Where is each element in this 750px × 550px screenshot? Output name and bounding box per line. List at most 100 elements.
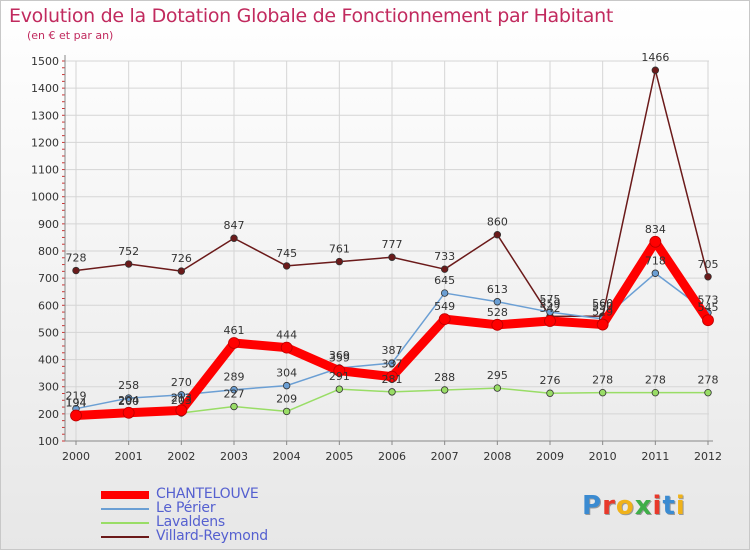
legend-label: CHANTELOUVE bbox=[156, 486, 259, 502]
data-label-lavaldens: 209 bbox=[276, 392, 297, 405]
data-label-le-p-rier: 718 bbox=[645, 254, 666, 267]
data-point-lavaldens bbox=[651, 388, 660, 397]
data-point-chantelouve bbox=[702, 314, 714, 327]
legend-swatch bbox=[101, 522, 149, 524]
data-point-lavaldens bbox=[704, 388, 712, 397]
y-tick-label: 1200 bbox=[31, 136, 59, 149]
data-label-le-p-rier: 289 bbox=[224, 371, 245, 384]
y-tick-label: 1500 bbox=[31, 55, 59, 68]
data-label-le-p-rier: 304 bbox=[276, 367, 297, 380]
data-label-villard-reymond: 761 bbox=[329, 243, 350, 256]
data-label-le-p-rier: 387 bbox=[382, 344, 403, 357]
data-label-chantelouve: 542 bbox=[540, 302, 561, 315]
data-label-villard-reymond: 559 bbox=[540, 297, 561, 310]
data-label-chantelouve: 204 bbox=[118, 394, 139, 407]
data-point-lavaldens bbox=[335, 385, 344, 393]
data-label-chantelouve: 213 bbox=[171, 391, 192, 404]
legend-label: Lavaldens bbox=[156, 514, 225, 530]
data-point-chantelouve bbox=[596, 318, 609, 331]
data-point-lavaldens bbox=[440, 386, 449, 394]
data-point-villard-reymond bbox=[651, 66, 660, 74]
logo-letter: t bbox=[662, 491, 676, 521]
logo-letter: i bbox=[652, 491, 663, 521]
data-label-lavaldens: 203 bbox=[171, 394, 192, 407]
data-label-chantelouve: 337 bbox=[382, 358, 403, 371]
data-point-villard-reymond bbox=[124, 260, 133, 268]
data-label-chantelouve: 549 bbox=[434, 300, 455, 313]
data-point-lavaldens bbox=[282, 407, 291, 416]
y-tick-label: 1100 bbox=[31, 164, 59, 177]
x-tick-label: 2009 bbox=[536, 450, 564, 463]
data-label-villard-reymond: 745 bbox=[276, 247, 297, 260]
data-label-chantelouve: 461 bbox=[224, 324, 245, 337]
y-tick-label: 700 bbox=[38, 272, 59, 285]
x-tick-label: 2010 bbox=[589, 450, 617, 463]
y-tick-label: 600 bbox=[38, 299, 59, 312]
data-point-villard-reymond bbox=[335, 257, 344, 266]
data-point-le-p-rier bbox=[651, 269, 660, 277]
legend-label: Le Périer bbox=[156, 500, 216, 516]
data-label-lavaldens: 276 bbox=[540, 374, 561, 387]
logo-letter: r bbox=[602, 491, 616, 521]
data-point-chantelouve bbox=[544, 315, 556, 327]
data-label-lavaldens: 291 bbox=[329, 370, 350, 383]
data-label-villard-reymond: 560 bbox=[592, 297, 613, 310]
data-label-chantelouve: 444 bbox=[276, 329, 297, 342]
data-label-le-p-rier: 258 bbox=[118, 379, 139, 392]
data-label-le-p-rier: 573 bbox=[698, 294, 719, 307]
data-label-villard-reymond: 726 bbox=[171, 252, 192, 265]
data-label-chantelouve: 528 bbox=[487, 306, 508, 319]
data-point-chantelouve bbox=[386, 370, 398, 383]
data-label-villard-reymond: 1466 bbox=[641, 51, 669, 64]
data-point-lavaldens bbox=[598, 388, 607, 397]
logo-letter: P bbox=[582, 491, 603, 521]
chart-subtitle: (en € et par an) bbox=[27, 29, 114, 42]
y-tick-label: 1400 bbox=[31, 82, 59, 95]
chart-title: Evolution de la Dotation Globale de Fonc… bbox=[9, 5, 614, 27]
data-point-villard-reymond bbox=[177, 267, 186, 275]
y-tick-label: 900 bbox=[38, 218, 59, 231]
legend-label: Villard-Reymond bbox=[156, 528, 268, 544]
data-point-le-p-rier bbox=[282, 381, 291, 390]
data-label-lavaldens: 281 bbox=[382, 373, 403, 386]
data-label-chantelouve: 834 bbox=[645, 223, 666, 236]
data-label-lavaldens: 295 bbox=[487, 369, 508, 382]
data-label-chantelouve: 194 bbox=[66, 396, 87, 409]
data-point-villard-reymond bbox=[230, 234, 238, 242]
data-point-lavaldens bbox=[388, 388, 396, 396]
y-tick-label: 1300 bbox=[31, 109, 59, 122]
data-point-le-p-rier bbox=[440, 289, 449, 297]
y-tick-label: 100 bbox=[38, 435, 59, 448]
data-point-villard-reymond bbox=[704, 273, 712, 281]
data-point-chantelouve bbox=[333, 364, 346, 377]
data-label-chantelouve: 529 bbox=[592, 306, 613, 319]
data-point-villard-reymond bbox=[440, 265, 449, 273]
data-label-chantelouve: 545 bbox=[698, 301, 719, 314]
legend-swatch bbox=[101, 536, 149, 538]
legend-swatch bbox=[101, 491, 149, 499]
data-point-chantelouve bbox=[122, 406, 135, 419]
data-label-chantelouve: 359 bbox=[329, 352, 350, 365]
data-label-villard-reymond: 728 bbox=[66, 252, 87, 265]
x-tick-label: 2011 bbox=[641, 450, 669, 463]
data-label-le-p-rier: 550 bbox=[592, 300, 613, 313]
data-label-le-p-rier: 575 bbox=[540, 293, 561, 306]
x-tick-label: 2012 bbox=[694, 450, 722, 463]
data-label-villard-reymond: 847 bbox=[224, 219, 245, 232]
data-label-le-p-rier: 369 bbox=[329, 349, 350, 362]
logo-letter: o bbox=[615, 491, 635, 521]
data-label-le-p-rier: 219 bbox=[66, 390, 87, 403]
data-label-villard-reymond: 752 bbox=[118, 245, 139, 258]
data-point-le-p-rier bbox=[493, 298, 502, 306]
y-tick-label: 200 bbox=[38, 408, 59, 421]
data-label-villard-reymond: 777 bbox=[382, 238, 403, 251]
data-label-lavaldens: 278 bbox=[698, 374, 719, 387]
data-point-chantelouve bbox=[280, 341, 293, 354]
data-point-chantelouve bbox=[649, 235, 662, 248]
proxiti-logo: Proxiti bbox=[582, 491, 686, 521]
data-point-villard-reymond bbox=[388, 253, 396, 261]
data-label-villard-reymond: 733 bbox=[434, 250, 455, 263]
data-label-le-p-rier: 645 bbox=[434, 274, 455, 287]
